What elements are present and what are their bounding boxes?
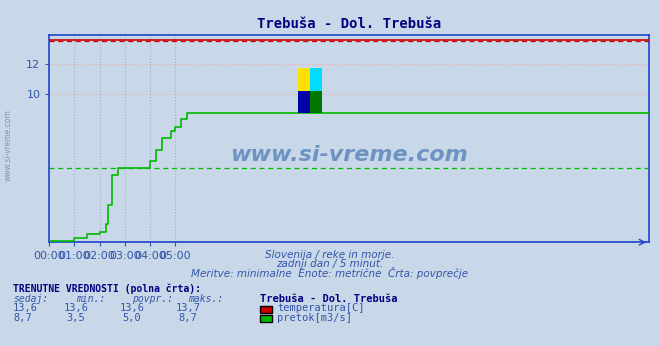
Bar bbox=[310, 91, 322, 113]
Text: 8,7: 8,7 bbox=[13, 313, 32, 323]
Text: 13,6: 13,6 bbox=[63, 303, 88, 313]
Text: zadnji dan / 5 minut.: zadnji dan / 5 minut. bbox=[276, 260, 383, 270]
Text: maks.:: maks.: bbox=[188, 294, 223, 304]
Text: Trebuša - Dol. Trebuša: Trebuša - Dol. Trebuša bbox=[260, 294, 398, 304]
Text: Slovenija / reke in morje.: Slovenija / reke in morje. bbox=[265, 250, 394, 260]
Text: povpr.:: povpr.: bbox=[132, 294, 173, 304]
Bar bbox=[310, 68, 322, 91]
Bar bbox=[299, 91, 310, 113]
Text: www.si-vreme.com: www.si-vreme.com bbox=[3, 109, 13, 181]
Text: 13,6: 13,6 bbox=[13, 303, 38, 313]
Text: pretok[m3/s]: pretok[m3/s] bbox=[277, 313, 353, 323]
Text: 13,7: 13,7 bbox=[175, 303, 200, 313]
Bar bbox=[299, 68, 310, 91]
Title: Trebuša - Dol. Trebuša: Trebuša - Dol. Trebuša bbox=[257, 17, 442, 31]
Text: TRENUTNE VREDNOSTI (polna črta):: TRENUTNE VREDNOSTI (polna črta): bbox=[13, 284, 201, 294]
Text: temperatura[C]: temperatura[C] bbox=[277, 303, 365, 313]
Text: www.si-vreme.com: www.si-vreme.com bbox=[231, 145, 468, 165]
Text: 8,7: 8,7 bbox=[179, 313, 197, 323]
Text: sedaj:: sedaj: bbox=[13, 294, 48, 304]
Text: 3,5: 3,5 bbox=[67, 313, 85, 323]
Text: 5,0: 5,0 bbox=[123, 313, 141, 323]
Text: Meritve: minimalne  Enote: metrične  Črta: povprečje: Meritve: minimalne Enote: metrične Črta:… bbox=[191, 267, 468, 279]
Text: 13,6: 13,6 bbox=[119, 303, 144, 313]
Text: min.:: min.: bbox=[76, 294, 105, 304]
